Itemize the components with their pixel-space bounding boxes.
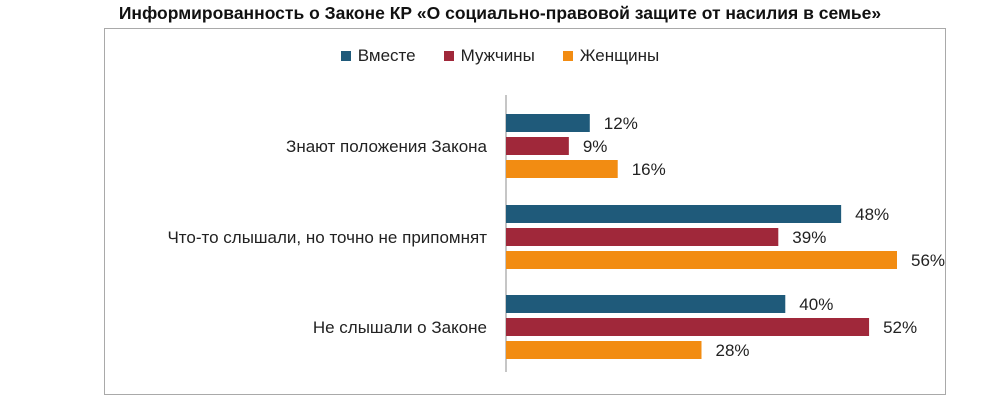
bar: [506, 295, 786, 313]
category-label: Что-то слышали, но точно не припомнят: [167, 228, 487, 247]
bar: [506, 341, 702, 359]
legend: Вместе Мужчины Женщины: [0, 46, 1000, 66]
bar: [506, 318, 870, 336]
data-label: 39%: [792, 228, 826, 247]
bar: [506, 160, 618, 178]
data-label: 16%: [632, 160, 666, 179]
bar: [506, 228, 779, 246]
legend-label: Вместе: [357, 46, 416, 65]
legend-item: Женщины: [562, 46, 660, 66]
legend-swatch: [340, 51, 351, 61]
data-label: 40%: [799, 295, 833, 314]
legend-swatch: [562, 51, 573, 61]
chart-frame: [104, 28, 946, 395]
data-label: 48%: [855, 205, 889, 224]
legend-label: Мужчины: [460, 46, 535, 65]
data-label: 28%: [716, 341, 750, 360]
chart-title: Информированность о Законе КР «О социаль…: [118, 3, 882, 23]
bar: [506, 137, 569, 155]
data-label: 12%: [604, 114, 638, 133]
bar: [506, 251, 897, 269]
legend-item: Мужчины: [443, 46, 535, 66]
category-label: Знают положения Закона: [286, 137, 487, 156]
bar: [506, 114, 590, 132]
data-label: 52%: [883, 318, 917, 337]
legend-label: Женщины: [579, 46, 660, 65]
data-label: 9%: [583, 137, 608, 156]
legend-swatch: [443, 51, 454, 61]
legend-item: Вместе: [340, 46, 416, 66]
category-label: Не слышали о Законе: [313, 318, 487, 337]
data-label: 56%: [911, 251, 945, 270]
bar: [506, 205, 842, 223]
